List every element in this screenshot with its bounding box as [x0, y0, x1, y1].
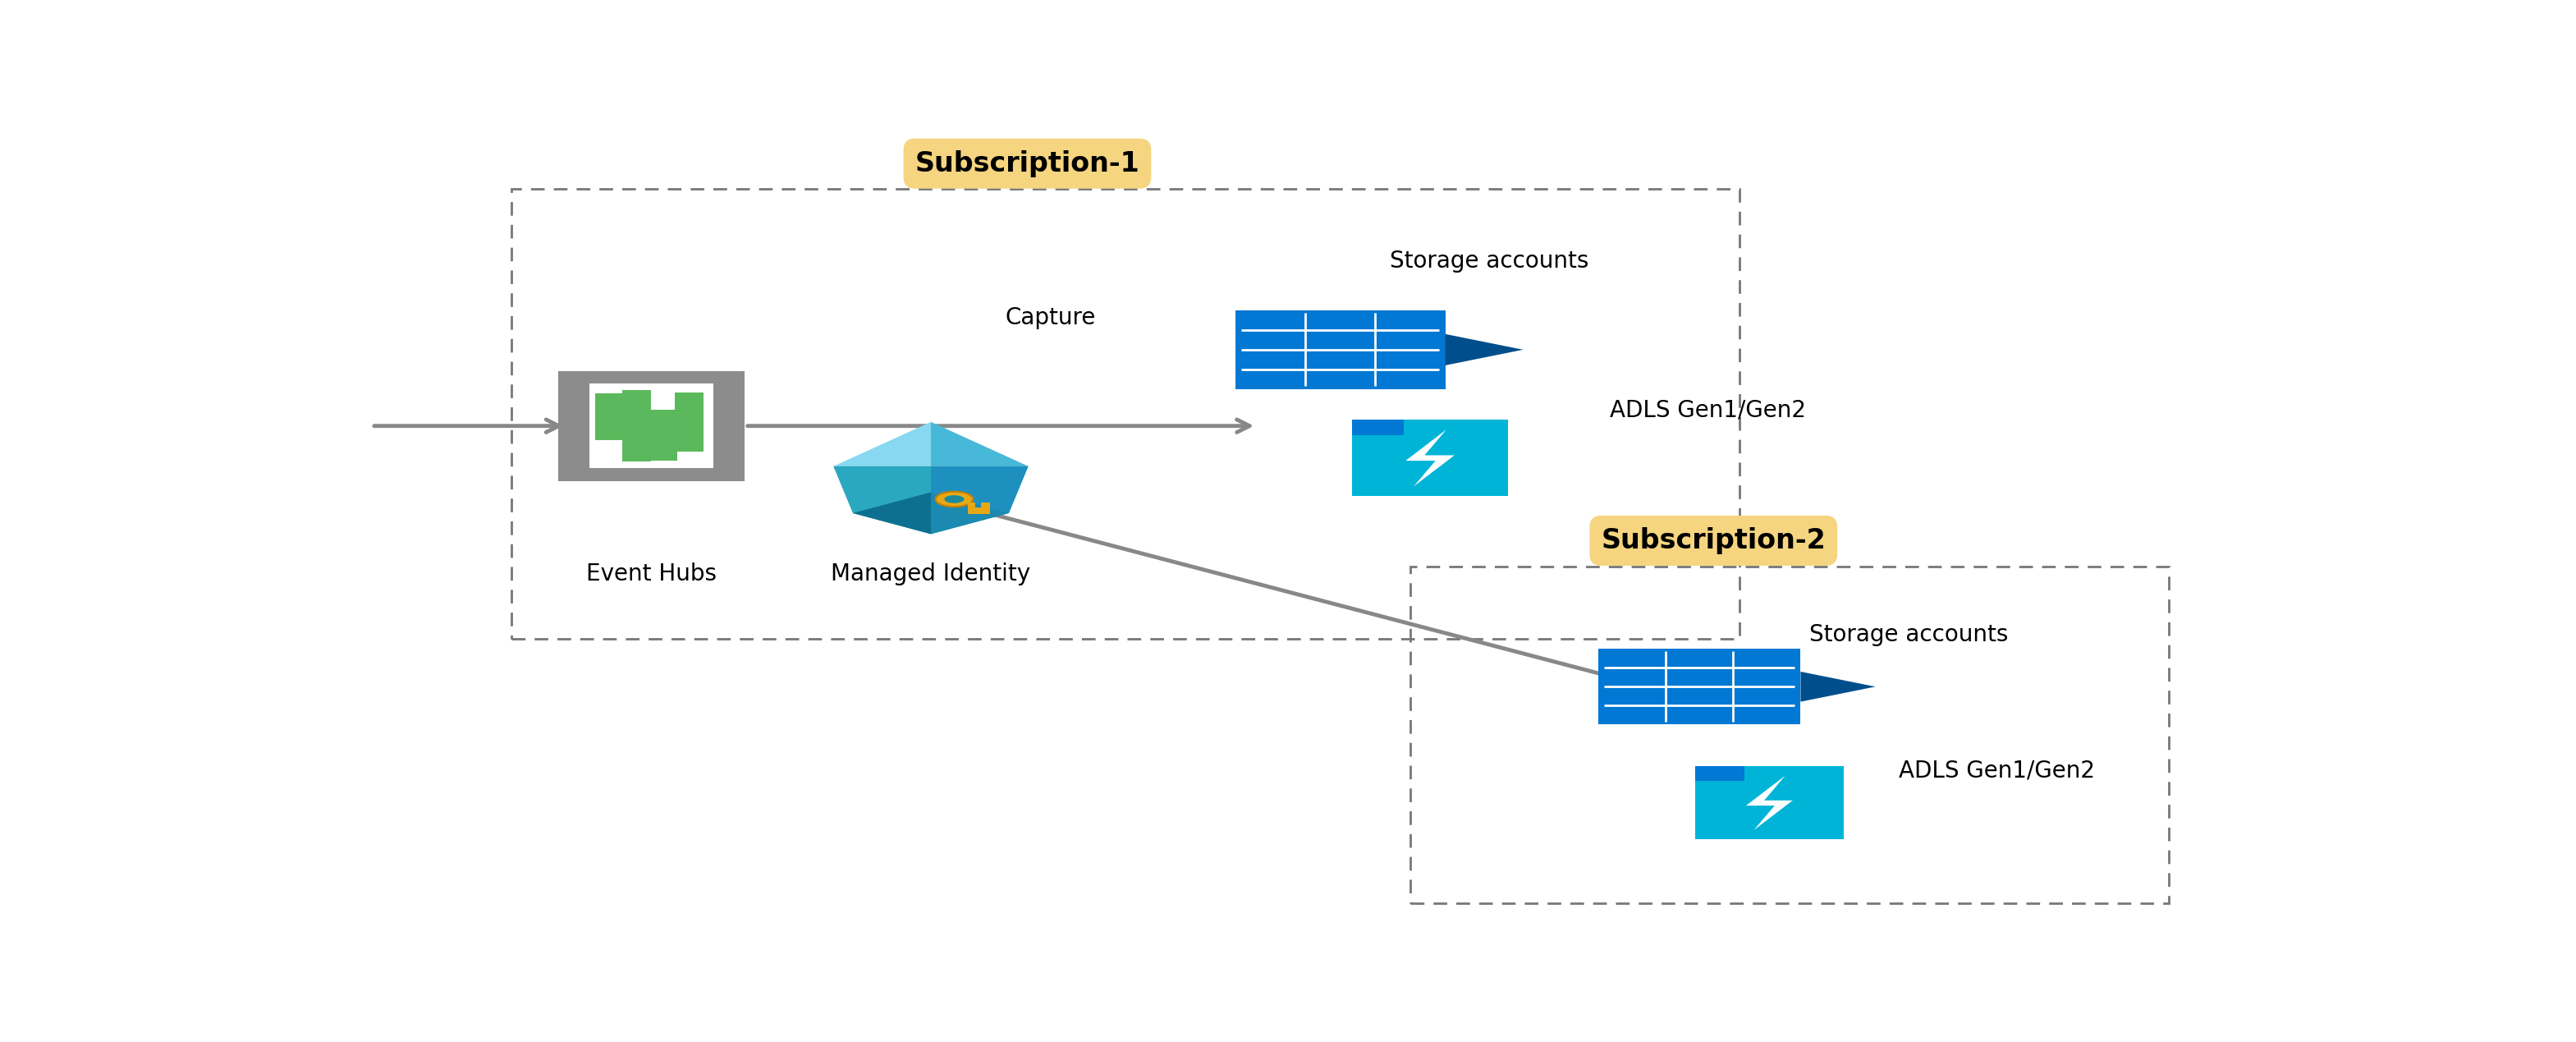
Text: Subscription-2: Subscription-2: [1602, 527, 1826, 554]
Bar: [559, 371, 744, 383]
Polygon shape: [1445, 334, 1522, 366]
Text: Storage accounts: Storage accounts: [1391, 250, 1589, 273]
Text: Storage accounts: Storage accounts: [1808, 623, 2009, 646]
Polygon shape: [1747, 776, 1793, 830]
Polygon shape: [835, 466, 930, 513]
Polygon shape: [930, 492, 1010, 535]
Text: ADLS Gen1/Gen2: ADLS Gen1/Gen2: [1899, 760, 2094, 783]
Circle shape: [945, 495, 963, 503]
Polygon shape: [835, 466, 1028, 535]
Polygon shape: [1801, 672, 1875, 701]
Polygon shape: [1406, 429, 1455, 487]
Polygon shape: [930, 466, 1028, 513]
Text: Event Hubs: Event Hubs: [587, 563, 716, 586]
Bar: [559, 468, 744, 480]
Bar: [1234, 311, 1445, 389]
Polygon shape: [930, 422, 1028, 466]
Bar: [621, 390, 652, 462]
Bar: [1409, 567, 2169, 903]
Bar: [595, 394, 623, 440]
Text: Capture: Capture: [1005, 306, 1095, 329]
Bar: [1352, 420, 1404, 436]
Polygon shape: [853, 492, 930, 535]
Polygon shape: [835, 422, 930, 466]
Bar: [649, 410, 677, 461]
Text: Managed Identity: Managed Identity: [832, 563, 1030, 586]
Bar: [1695, 767, 1844, 840]
Text: ADLS Gen1/Gen2: ADLS Gen1/Gen2: [1610, 398, 1806, 421]
Bar: [559, 371, 590, 480]
Bar: [513, 190, 1739, 639]
Bar: [1352, 420, 1507, 496]
Bar: [675, 392, 703, 451]
Polygon shape: [969, 498, 989, 514]
Bar: [714, 371, 744, 480]
Bar: [1695, 767, 1744, 782]
Bar: [1600, 649, 1801, 724]
Circle shape: [935, 492, 974, 506]
Text: Subscription-1: Subscription-1: [914, 150, 1139, 177]
